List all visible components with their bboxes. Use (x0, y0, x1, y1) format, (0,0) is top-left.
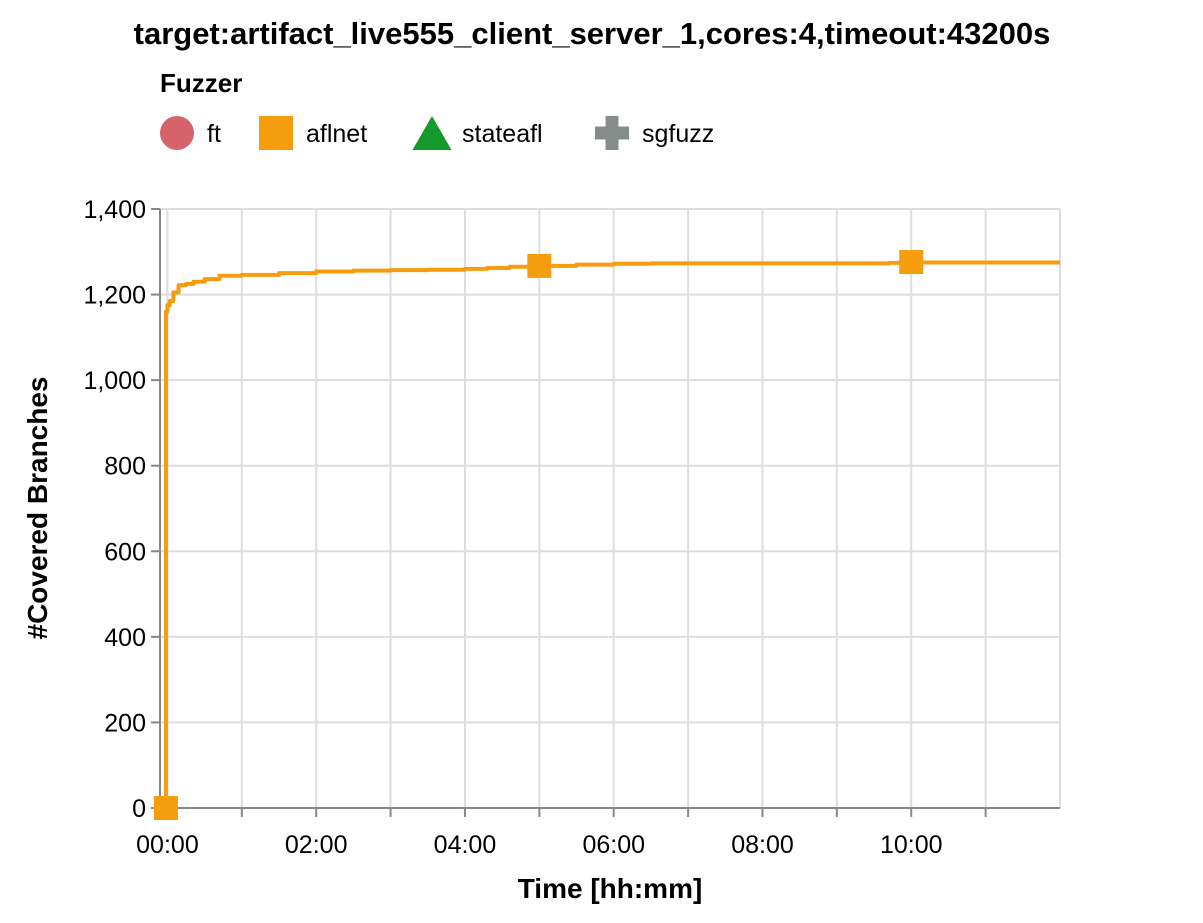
series-line-aflnet (163, 260, 1060, 810)
x-tick-label: 08:00 (731, 831, 794, 859)
y-tick-label: 0 (132, 795, 146, 823)
axes (159, 209, 1060, 809)
y-tick-label: 1,000 (83, 367, 146, 395)
legend: ft aflnet stateafl sgfuzz (160, 116, 714, 150)
series (153, 250, 1060, 820)
data-point-aflnet (899, 250, 924, 275)
x-tick-label: 02:00 (285, 831, 348, 859)
legend-marker-ft (160, 116, 194, 150)
y-tick-label: 400 (104, 624, 146, 652)
legend-label-sgfuzz: sgfuzz (642, 120, 714, 148)
x-tick-label: 10:00 (880, 831, 943, 859)
y-axis-title: #Covered Branches (22, 376, 53, 639)
legend-title: Fuzzer (160, 68, 242, 98)
legend-label-stateafl: stateafl (462, 120, 543, 148)
chart-title: target:artifact_live555_client_server_1,… (134, 16, 1051, 51)
x-tick-label: 04:00 (434, 831, 497, 859)
legend-marker-stateafl (412, 116, 452, 150)
x-tick-label: 00:00 (136, 831, 199, 859)
legend-marker-aflnet (259, 116, 293, 150)
data-point-aflnet (153, 796, 178, 820)
y-tick-label: 800 (104, 453, 146, 481)
ticks: 0 200 400 600 800 1,000 1,200 1,400 00:00 02:00 04… (83, 196, 987, 859)
x-axis-title: Time [hh:mm] (518, 873, 703, 904)
grid (160, 208, 1061, 809)
y-tick-label: 1,200 (83, 282, 146, 310)
legend-label-aflnet: aflnet (306, 120, 367, 148)
y-tick-label: 1,400 (83, 196, 146, 224)
legend-marker-sgfuzz (595, 116, 629, 150)
data-point-aflnet (527, 253, 552, 278)
y-tick-label: 200 (104, 709, 146, 737)
x-tick-label: 06:00 (582, 831, 645, 859)
legend-label-ft: ft (207, 120, 221, 148)
y-tick-label: 600 (104, 538, 146, 566)
